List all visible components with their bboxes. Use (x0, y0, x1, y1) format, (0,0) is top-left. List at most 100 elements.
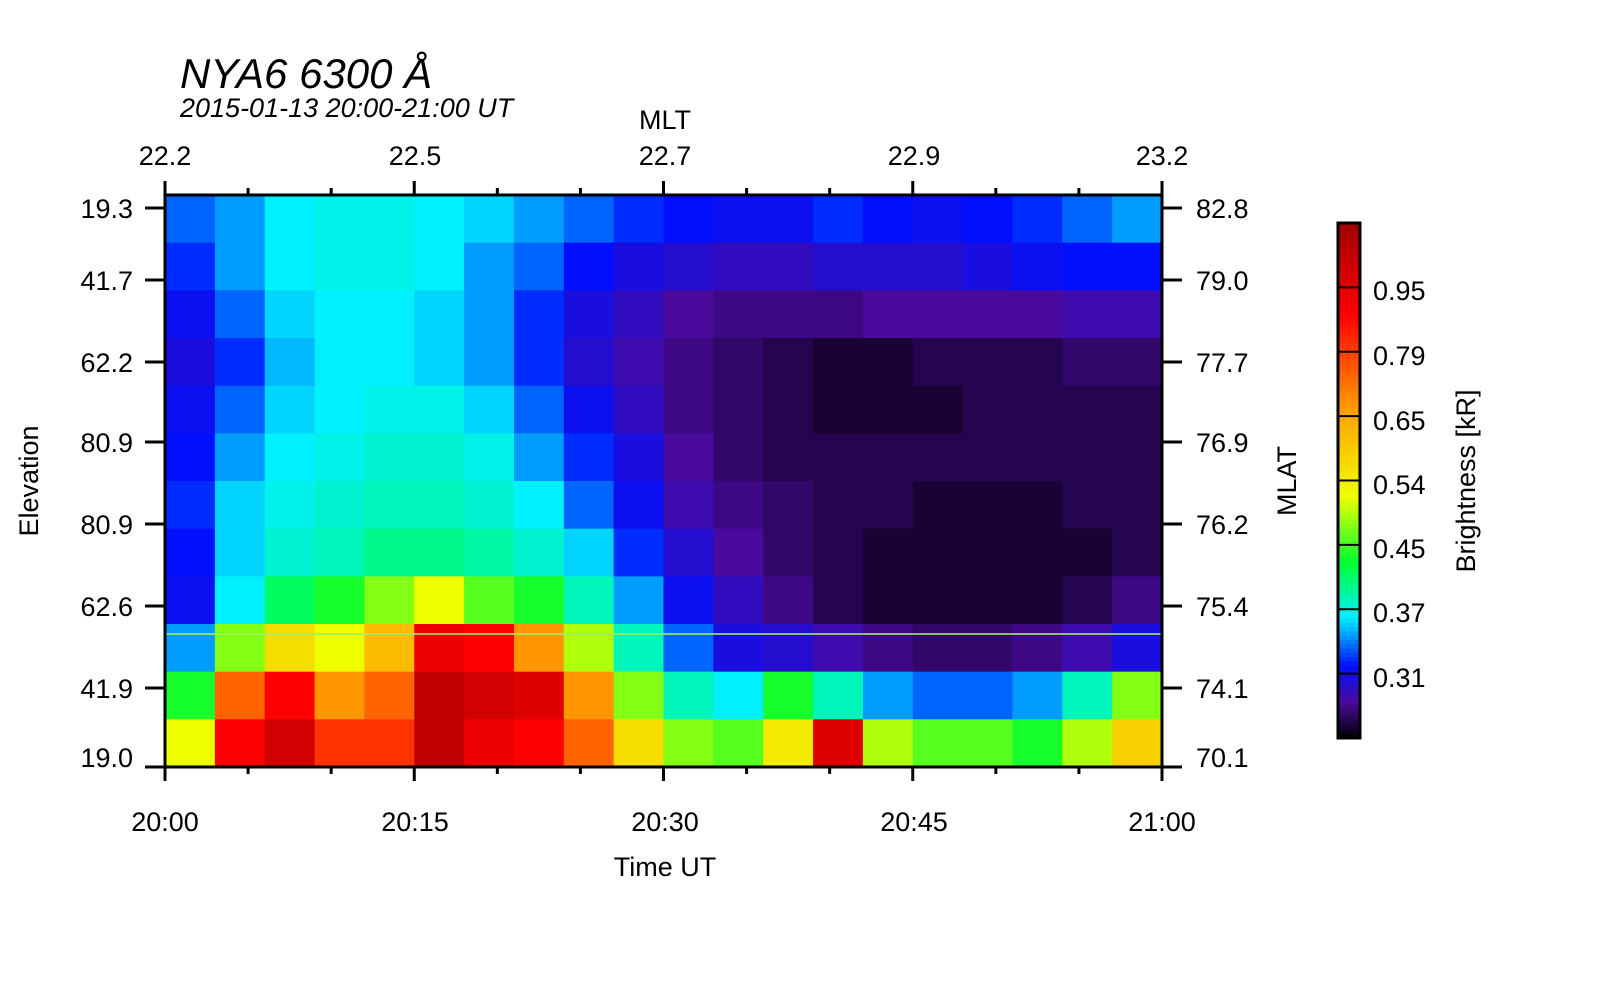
colorbar-tick-label: 0.54 (1373, 470, 1426, 500)
heatmap-cell (813, 242, 864, 291)
heatmap-cell (663, 576, 714, 625)
x-tick-labels: 20:00 20:15 20:30 20:45 21:00 (131, 807, 1196, 837)
colorbar-segment (1338, 514, 1360, 520)
heatmap-cell (1062, 671, 1113, 720)
heatmap-cell (563, 576, 615, 625)
heatmap-cell (1062, 338, 1113, 387)
heatmap-cell (1012, 719, 1063, 768)
heatmap-cell (1062, 624, 1113, 673)
heatmap-cell (364, 290, 415, 339)
heatmap-cell (962, 338, 1014, 387)
heatmap-cell (962, 433, 1014, 482)
heatmap-cell (464, 290, 515, 339)
top-axis-label: MLT (639, 105, 691, 135)
heatmap-cell (214, 719, 266, 768)
y-tick-label: 62.2 (80, 348, 133, 378)
heatmap-cell (663, 528, 714, 577)
x-tick-label: 20:30 (631, 807, 699, 837)
heatmap-cell (264, 290, 316, 339)
heatmap-cell (1112, 624, 1163, 673)
colorbar-segment (1338, 596, 1360, 602)
heatmap-cell (264, 671, 316, 720)
heatmap-cell (563, 338, 615, 387)
colorbar-segment (1338, 360, 1360, 366)
heatmap-cell (1062, 481, 1113, 530)
colorbar-segment (1338, 690, 1360, 696)
heatmap-cell (314, 338, 365, 387)
colorbar-segment (1338, 652, 1360, 658)
heatmap-cell (513, 528, 565, 577)
colorbar-tick-label: 0.95 (1373, 276, 1426, 306)
heatmap-cell (663, 671, 714, 720)
heatmap-cell (763, 481, 814, 530)
heatmap-cell (713, 385, 764, 434)
colorbar-segment (1338, 291, 1360, 297)
colorbar-segment (1338, 729, 1360, 735)
heatmap-cell (763, 195, 814, 244)
right-axis-label: MLAT (1272, 446, 1302, 516)
heatmap-cell (813, 433, 864, 482)
colorbar-segment (1338, 317, 1360, 323)
heatmap-cell (165, 671, 216, 720)
heatmap-cell (912, 719, 964, 768)
heatmap-cell (1112, 433, 1163, 482)
heatmap-cell (165, 528, 216, 577)
colorbar-segment (1338, 574, 1360, 580)
heatmap-cell (1112, 338, 1163, 387)
heatmap-cell (214, 195, 266, 244)
heatmap-cell (763, 290, 814, 339)
heatmap-cell (563, 290, 615, 339)
colorbar-segment (1338, 338, 1360, 344)
colorbar-segment (1338, 313, 1360, 319)
axis-ticks (145, 181, 1182, 781)
heatmap-cell (314, 290, 365, 339)
heatmap-cell (962, 385, 1014, 434)
heatmap-cell (813, 195, 864, 244)
colorbar-segment (1338, 467, 1360, 473)
colorbar-tick-label: 0.37 (1373, 598, 1426, 628)
colorbar-segment (1338, 544, 1360, 550)
heatmap-cell (663, 481, 714, 530)
colorbar-segment (1338, 274, 1360, 280)
heatmap-cell (214, 290, 266, 339)
heatmap-cell (763, 624, 814, 673)
heatmap-cell (1112, 576, 1163, 625)
colorbar-segment (1338, 716, 1360, 722)
heatmap-cell (912, 290, 964, 339)
heatmap-cell (613, 481, 665, 530)
colorbar-segment (1338, 493, 1360, 499)
heatmap-cell (364, 195, 415, 244)
colorbar-segment (1338, 579, 1360, 585)
chart-title: NYA6 6300 Å (180, 50, 432, 97)
heatmap-cell (613, 290, 665, 339)
heatmap-cell (912, 338, 964, 387)
heatmap-cell (1012, 242, 1063, 291)
heatmap-cell (165, 481, 216, 530)
heatmap-cell (663, 195, 714, 244)
colorbar-segment (1338, 377, 1360, 383)
heatmap-cell (165, 195, 216, 244)
colorbar-segment (1338, 454, 1360, 460)
heatmap-cell (912, 481, 964, 530)
heatmap-cell (214, 576, 266, 625)
heatmap-cell (414, 576, 465, 625)
heatmap-cell (613, 195, 665, 244)
heatmap-cell (364, 671, 415, 720)
y-axis-label: Elevation (14, 425, 44, 536)
colorbar-segment (1338, 570, 1360, 576)
heatmap-cell (464, 671, 515, 720)
colorbar-segment (1338, 433, 1360, 439)
heatmap-cell (464, 433, 515, 482)
colorbar-segment (1338, 669, 1360, 675)
colorbar-segment (1338, 617, 1360, 623)
heatmap-cell (813, 290, 864, 339)
colorbar-segment (1338, 411, 1360, 417)
heatmap-cell (214, 433, 266, 482)
heatmap-cell (962, 195, 1014, 244)
heatmap-cell (314, 576, 365, 625)
colorbar-segment (1338, 660, 1360, 666)
colorbar-segment (1338, 695, 1360, 700)
heatmap-cell (663, 338, 714, 387)
heatmap-cell (464, 576, 515, 625)
colorbar-segment (1338, 240, 1360, 246)
